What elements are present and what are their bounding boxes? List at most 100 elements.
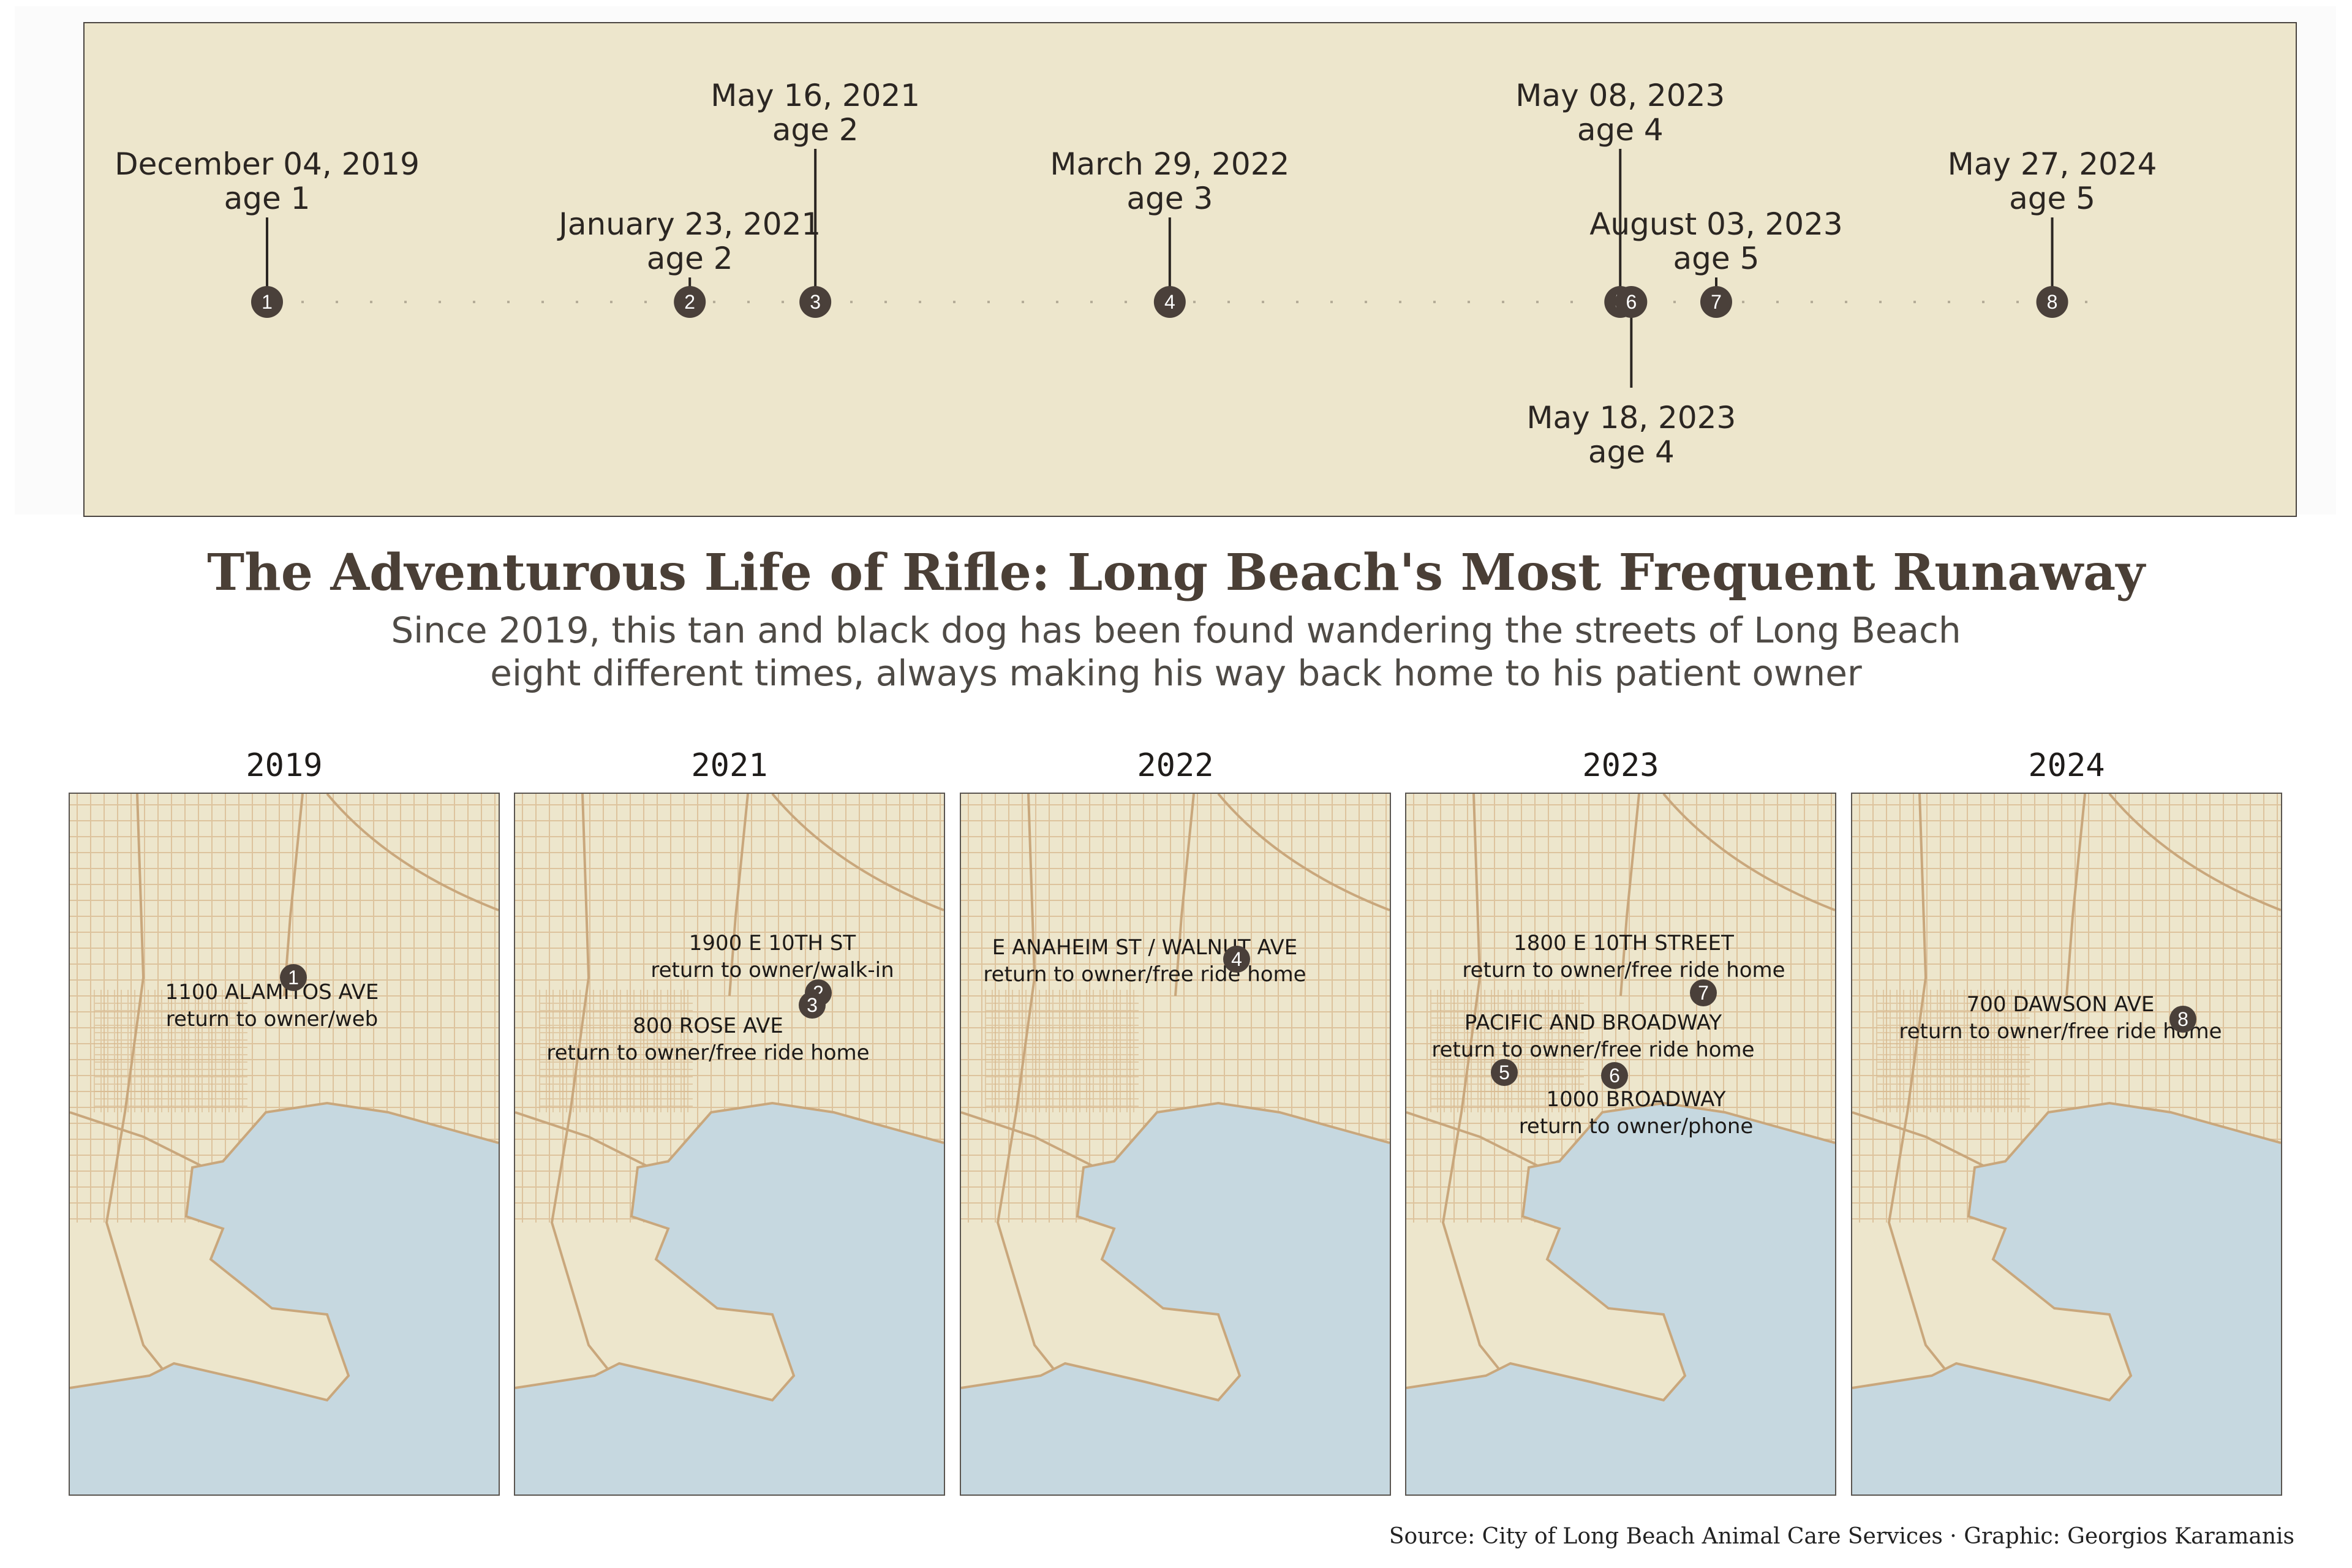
- map-marker-number: 6: [1609, 1065, 1620, 1087]
- timeline-date: January 23, 2021: [557, 206, 821, 242]
- timeline-marker: [2036, 286, 2068, 318]
- timeline-marker-number: 6: [1626, 291, 1637, 313]
- timeline-marker-number: 7: [1711, 291, 1722, 313]
- timeline-date: May 16, 2021: [710, 78, 920, 113]
- timeline-marker-number: 2: [684, 291, 695, 313]
- map-area: E ANAHEIM ST / WALNUT AVE return to owner…: [960, 793, 1391, 1496]
- freeway: [2065, 794, 2086, 997]
- location-outcome: return to owner/free ride home: [1899, 1019, 2222, 1044]
- map-panel-2023: 2023 1800 E 10TH STREET return to owner/f…: [1405, 741, 1836, 1497]
- timeline-marker-number: 4: [1164, 291, 1175, 313]
- water-area: [961, 1103, 1390, 1494]
- timeline-date: May 08, 2023: [1515, 78, 1725, 113]
- location-outcome: return to owner/free ride home: [1462, 958, 1785, 982]
- freeway: [1619, 794, 1640, 997]
- freeway: [2108, 794, 2281, 911]
- freeway: [105, 794, 194, 1408]
- map-panel-2024: 2024 700 DAWSON AVE return to owner/free …: [1851, 741, 2282, 1497]
- map-marker-dot: [1491, 1059, 1518, 1086]
- page-title: The Adventurous Life of Rifle: Long Beac…: [207, 543, 2145, 602]
- timeline-date: May 27, 2024: [1948, 146, 2157, 182]
- freeway: [728, 794, 749, 997]
- timeline-date: May 18, 2023: [1526, 400, 1736, 435]
- freeways: [515, 794, 944, 1408]
- location-outcome: return to owner/free ride home: [983, 962, 1306, 987]
- timeline-marker-number: 3: [810, 291, 821, 313]
- timeline-age: age 5: [1673, 241, 1760, 276]
- timeline-age: age 2: [647, 241, 733, 276]
- location-address: 1900 E 10TH ST: [689, 931, 856, 956]
- timeline-marker-number: 8: [2047, 291, 2058, 313]
- location-address: 700 DAWSON AVE: [1967, 992, 2155, 1017]
- panel-year: 2019: [246, 747, 323, 784]
- map-panels: 2019 1100 ALAMITOS AVE return to owner/we…: [69, 741, 2282, 1497]
- location-outcome: return to owner/web: [166, 1007, 379, 1031]
- location-address: 1800 E 10TH STREET: [1513, 931, 1734, 956]
- downtown-grid: [985, 990, 1139, 1112]
- map-marker-3: 800 ROSE AVE return to owner/free ride ho…: [546, 992, 870, 1065]
- timeline-background: 1 December 04, 2019 age 1 2 January 23, 2021…: [15, 6, 2336, 517]
- map-marker-number: 1: [288, 967, 299, 989]
- map-marker-number: 3: [807, 994, 818, 1016]
- timeline-age: age 1: [224, 181, 311, 216]
- timeline-date: December 04, 2019: [115, 146, 420, 182]
- timeline-date: March 29, 2022: [1050, 146, 1289, 182]
- location-outcome: return to owner/walk-in: [650, 958, 894, 982]
- map-panel-2022: 2022 E ANAHEIM ST / WALNUT AVE return to …: [960, 741, 1391, 1497]
- water-area: [70, 1103, 499, 1494]
- coastline: [1406, 1101, 1835, 1402]
- coastline: [515, 1101, 944, 1402]
- map-marker-number: 8: [2177, 1008, 2188, 1030]
- subtitle-line-2: eight different times, always making his…: [490, 652, 1862, 694]
- timeline-age: age 4: [1588, 434, 1675, 470]
- location-address: 800 ROSE AVE: [633, 1014, 783, 1038]
- map-area: 1100 ALAMITOS AVE return to owner/web 1: [69, 793, 500, 1496]
- map-marker-dot: [2169, 1006, 2196, 1033]
- location-address: E ANAHEIM ST / WALNUT AVE: [992, 935, 1298, 960]
- map-panel-2019: 2019 1100 ALAMITOS AVE return to owner/we…: [69, 741, 500, 1497]
- map-marker-number: 4: [1231, 948, 1242, 970]
- freeway: [1174, 794, 1195, 997]
- map-area: 700 DAWSON AVE return to owner/free ride …: [1851, 793, 2282, 1496]
- downtown-grid: [1876, 990, 2030, 1112]
- coastline: [70, 1101, 499, 1402]
- timeline-marker: [1153, 286, 1186, 318]
- timeline-marker: [799, 286, 832, 318]
- map-marker-dot: [1223, 946, 1250, 973]
- location-address: PACIFIC AND BROADWAY: [1464, 1011, 1722, 1035]
- timeline-age: age 2: [772, 112, 859, 148]
- map-marker-number: 7: [1698, 982, 1709, 1004]
- freeway: [771, 794, 944, 911]
- timeline-date: August 03, 2023: [1589, 206, 1843, 242]
- downtown-grid: [94, 990, 247, 1112]
- timeline-age: age 4: [1577, 112, 1664, 148]
- location-outcome: return to owner/free ride home: [546, 1041, 869, 1065]
- subtitle-line-1: Since 2019, this tan and black dog has b…: [391, 609, 1961, 651]
- freeway: [1662, 794, 1835, 911]
- freeways: [70, 794, 499, 1408]
- panel-year: 2024: [2028, 747, 2105, 784]
- map-area: 1900 E 10TH ST return to owner/walk-in 2 80…: [514, 793, 945, 1496]
- freeway: [1441, 794, 1530, 1408]
- timeline-marker-number: 1: [262, 291, 273, 313]
- map-marker-number: 5: [1499, 1061, 1510, 1084]
- water-area: [1852, 1103, 2281, 1494]
- location-address: 1000 BROADWAY: [1546, 1087, 1725, 1112]
- freeway: [326, 794, 499, 911]
- panel-year: 2021: [691, 747, 768, 784]
